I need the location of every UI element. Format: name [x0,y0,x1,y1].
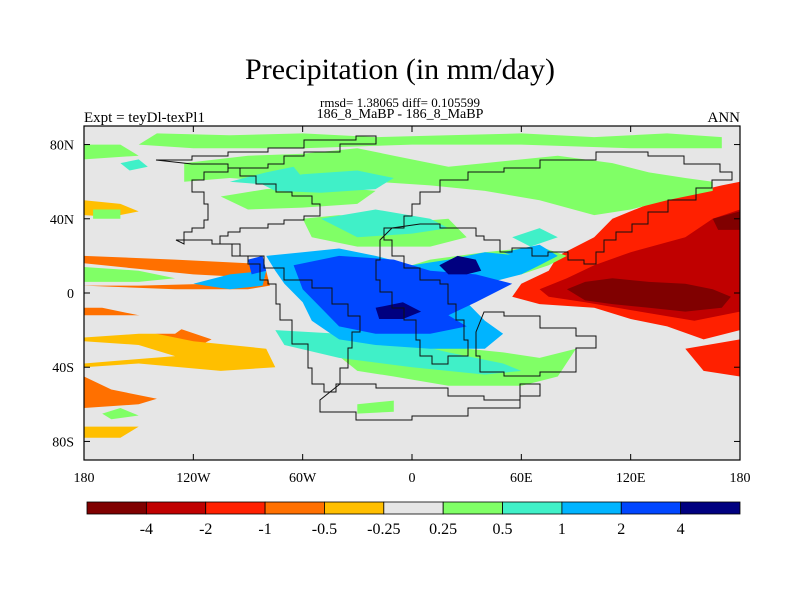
stats-line: rmsd= 1.38065 diff= 0.105599 [320,95,480,110]
cases-line: 186_8_MaBP - 186_8_MaBP [316,107,484,122]
colorbar-box-3 [264,501,325,515]
coastline-3 [375,227,469,365]
colorbar-box-9 [620,501,682,515]
y-tick-label-3: 40S [52,361,74,376]
map-region-20 [84,144,139,160]
y-tick-label-2: 0 [67,287,74,302]
map-region-40 [375,302,422,319]
map-region-28 [257,170,394,193]
map-region-32 [120,159,148,171]
map-field [84,126,740,460]
map-region-39 [439,255,482,275]
colorbar-label-2: -1 [258,521,271,538]
x-tick-label-3: 0 [409,471,416,486]
x-tick-label-0: 180 [74,471,95,486]
map-region-18 [184,148,713,216]
map-region-19 [138,133,722,149]
x-tick-label-1: 120W [176,471,211,486]
plot-title: Precipitation (in mm/day) [245,53,555,86]
colorbar-box-4 [324,501,385,515]
colorbar-box-7 [502,501,563,515]
colorbar-box-0 [86,501,147,515]
colorbar-label-0: -4 [140,521,153,538]
map-region-31 [512,228,558,247]
y-tick-label-1: 40N [50,213,74,228]
colorbar-label-6: 0.5 [493,521,513,538]
map-region-8 [84,315,194,338]
colorbar-label-3: -0.5 [312,521,337,538]
season-label: ANN [707,110,741,126]
colorbar-box-1 [145,501,207,515]
map-region-26 [102,408,139,420]
map-region-16 [566,278,731,312]
map-coastlines [155,135,733,421]
coastline-5 [319,383,541,421]
y-tick-label-0: 80N [50,139,74,154]
colorbar-label-1: -2 [199,521,212,538]
colorbar-label-8: 2 [617,521,625,538]
colorbar-label-5: 0.25 [429,521,457,538]
map-region-36 [503,244,558,266]
colorbar-label-4: -0.25 [367,521,400,538]
colorbar-box-5 [383,501,444,515]
map-region-33 [275,330,522,375]
map-region-35 [193,270,267,290]
map-ticks: 180 120W 60W 0 60E 120E 180 80N 40N 0 40S 80S [50,126,751,486]
map-region-29 [229,166,303,186]
x-tick-label-6: 180 [730,471,751,486]
map-region-27 [93,209,121,219]
map-region-9 [84,341,176,364]
map-region-2 [84,376,157,408]
map-region-17 [712,211,740,230]
colorbar-box-10 [680,501,741,515]
y-tick-label-4: 80S [52,435,74,450]
colorbar-box-2 [205,501,266,515]
x-tick-label-2: 60W [289,471,317,486]
x-tick-label-4: 60E [510,471,533,486]
coastline-1 [155,135,377,169]
map-region-11 [84,267,176,282]
map-region-30 [320,209,449,238]
colorbar-box-6 [442,501,503,515]
x-tick-label-5: 120E [616,471,646,486]
experiment-label: Expt = teyDl-texPl1 [84,110,205,126]
map-region-25 [357,400,394,414]
colorbar-box-8 [561,501,622,515]
map-region-38 [248,255,267,275]
map-region-4 [84,330,276,371]
coastline-4 [475,311,597,377]
coastline-0 [175,167,361,393]
colorbar-label-7: 1 [558,521,566,538]
map-region-6 [84,426,139,438]
colorbar-label-9: 4 [677,521,685,538]
coastline-2 [391,151,733,265]
colorbar: -4 -2 -1 -0.5 -0.25 0.25 0.5 1 2 4 [86,501,741,538]
map-region-13 [685,339,740,377]
